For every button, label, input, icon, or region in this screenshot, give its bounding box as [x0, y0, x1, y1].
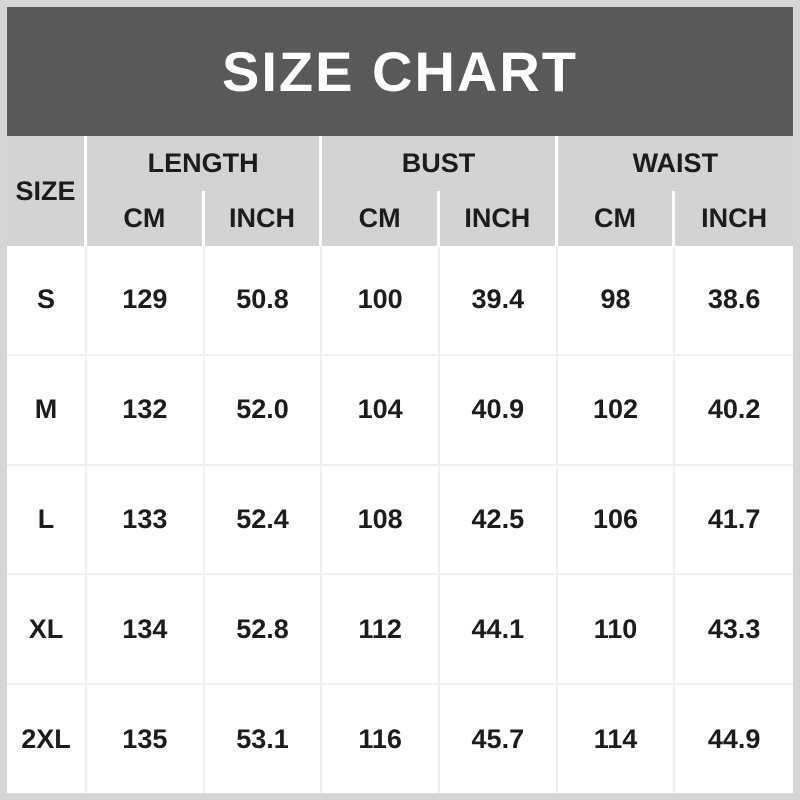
page-title: SIZE CHART — [222, 40, 578, 103]
bust-inch-value: 45.7 — [440, 685, 558, 793]
length-cm-value: 132 — [87, 355, 205, 464]
column-group-length: LENGTH — [87, 136, 323, 191]
length-inch-value: 50.8 — [205, 246, 323, 354]
waist-inch-value: 40.2 — [707, 394, 761, 425]
bust-inch-value: 40.9 — [440, 355, 558, 464]
waist-inch-value: 43.3 — [707, 613, 761, 644]
column-header-waist-inch: INCH — [701, 203, 768, 233]
column-header-size: SIZE — [7, 136, 87, 246]
table-row-m: M 132 52.0 104 40.9 102 40.2 — [7, 355, 793, 466]
length-cm-value: 134 — [87, 575, 205, 684]
length-cm-value: 129 — [87, 246, 205, 354]
bust-inch-value: 42.5 — [440, 465, 558, 574]
size-label: L — [7, 465, 87, 574]
length-inch-value: 52.8 — [205, 575, 323, 684]
length-cm-value: 133 — [87, 465, 205, 574]
waist-cm-value: 110 — [558, 575, 676, 684]
bust-inch-value: 39.4 — [440, 246, 558, 354]
length-inch-value: 52.0 — [205, 355, 323, 464]
banner: SIZE CHART — [7, 7, 793, 136]
table-row-l: L 133 52.4 108 42.5 106 41.7 — [7, 465, 793, 576]
column-header-bust-cm: CM — [322, 191, 440, 246]
bust-cm-value: 112 — [322, 575, 440, 684]
column-header-length-cm: CM — [87, 191, 205, 246]
bust-cm-value: 116 — [322, 685, 440, 793]
waist-cm-value: 98 — [558, 246, 676, 354]
waist-cm-value: 114 — [558, 685, 676, 793]
table-row-2xl: 2XL 135 53.1 116 45.7 114 44.9 — [7, 685, 793, 793]
column-header-waist-cm: CM — [558, 191, 676, 246]
waist-inch-value: 44.9 — [707, 723, 761, 754]
size-label: S — [7, 246, 87, 354]
length-cm-value: 135 — [87, 685, 205, 793]
bust-cm-value: 108 — [322, 465, 440, 574]
size-label: XL — [7, 575, 87, 684]
bust-inch-value: 44.1 — [440, 575, 558, 684]
column-header-length-inch: INCH — [205, 191, 323, 246]
waist-cm-value: 106 — [558, 465, 676, 574]
column-group-waist: WAIST — [632, 148, 719, 178]
length-inch-value: 53.1 — [205, 685, 323, 793]
column-header-bust-inch: INCH — [440, 191, 558, 246]
table-row-s: S 129 50.8 100 39.4 98 38.6 — [7, 246, 793, 356]
length-inch-value: 52.4 — [205, 465, 323, 574]
waist-inch-value: 41.7 — [707, 503, 761, 534]
column-group-bust: BUST — [322, 136, 558, 191]
waist-cm-value: 102 — [558, 355, 676, 464]
bust-cm-value: 100 — [322, 246, 440, 354]
size-label: 2XL — [7, 685, 87, 793]
waist-inch-value: 38.6 — [707, 284, 761, 315]
table-body: S 129 50.8 100 39.4 98 38.6 M 132 52.0 1… — [7, 246, 793, 793]
size-label: M — [7, 355, 87, 464]
table-row-xl: XL 134 52.8 112 44.1 110 43.3 — [7, 575, 793, 686]
table-header: SIZE LENGTH BUST WAIST CM INCH CM INCH C… — [7, 136, 793, 246]
bust-cm-value: 104 — [322, 355, 440, 464]
